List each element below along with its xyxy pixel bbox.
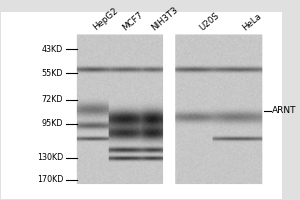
Text: U20S: U20S bbox=[198, 11, 221, 32]
Text: ARNT: ARNT bbox=[272, 106, 297, 115]
Text: HeLa: HeLa bbox=[241, 11, 263, 32]
Text: 130KD: 130KD bbox=[37, 153, 63, 162]
Text: 170KD: 170KD bbox=[37, 175, 63, 184]
Text: MCF7: MCF7 bbox=[121, 10, 145, 32]
Text: 55KD: 55KD bbox=[42, 69, 63, 78]
Text: HepG2: HepG2 bbox=[92, 6, 120, 32]
Text: NIH3T3: NIH3T3 bbox=[149, 5, 179, 32]
Text: 95KD: 95KD bbox=[42, 119, 63, 128]
Text: 43KD: 43KD bbox=[42, 45, 63, 54]
Text: 72KD: 72KD bbox=[42, 95, 63, 104]
